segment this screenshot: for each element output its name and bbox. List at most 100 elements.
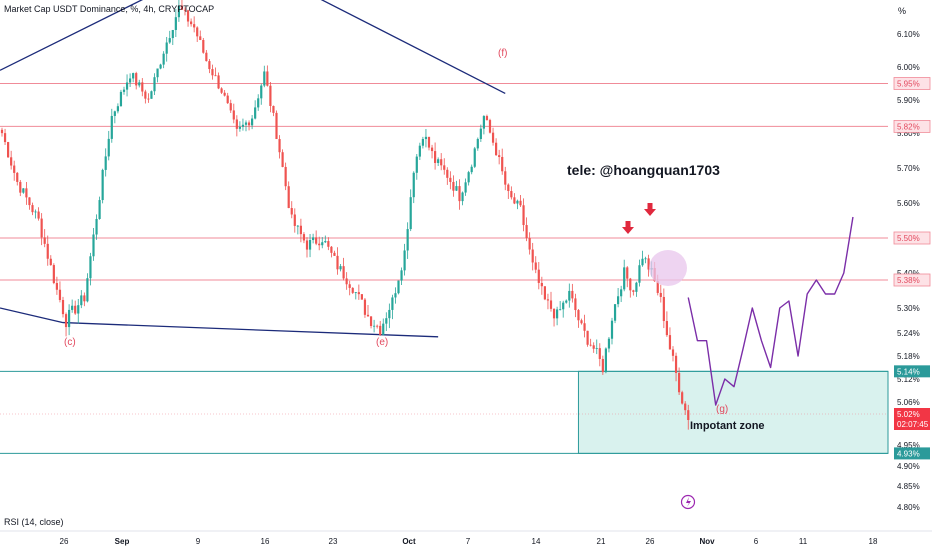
candle-body	[687, 410, 690, 420]
candle-body	[421, 139, 424, 146]
candle-body	[495, 142, 498, 156]
candle-body	[168, 38, 171, 43]
x-tick-label: 9	[196, 537, 201, 546]
candle-body	[104, 156, 107, 170]
y-tick-label: 4.90%	[897, 462, 920, 471]
candle-body	[196, 27, 199, 37]
candle-body	[418, 145, 421, 157]
y-tick-label: 5.12%	[897, 375, 920, 384]
candle-body	[681, 392, 684, 404]
candle-body	[412, 172, 415, 198]
candle-body	[610, 320, 614, 339]
wave-c-label: (c)	[64, 337, 76, 348]
candle-body	[452, 181, 455, 191]
candle-body	[205, 52, 208, 62]
candle-body	[312, 237, 315, 241]
candle-body	[464, 182, 467, 193]
x-tick-label: 26	[60, 537, 69, 546]
candle-body	[244, 122, 248, 125]
candle-body	[305, 240, 309, 250]
candle-body	[333, 252, 336, 256]
candle-body	[498, 155, 501, 157]
candle-body	[159, 64, 162, 69]
candle-body	[86, 278, 89, 302]
candle-body	[598, 348, 601, 359]
candle-body	[638, 265, 641, 283]
candle-body	[470, 166, 473, 173]
candle-body	[562, 302, 565, 310]
candle-body	[223, 92, 226, 96]
candle-body	[43, 237, 46, 244]
candle-body	[52, 265, 55, 284]
candle-body	[406, 229, 409, 251]
candle-body	[28, 197, 31, 206]
candle-body	[342, 266, 345, 279]
y-tick-label: 4.85%	[897, 482, 920, 491]
candle-body	[156, 68, 159, 78]
candle-body	[678, 372, 681, 393]
candle-body	[485, 116, 489, 121]
wave-e-label: (e)	[376, 337, 389, 348]
candle-body	[458, 186, 461, 202]
candle-body	[251, 118, 254, 126]
candle-body	[467, 172, 470, 183]
candle-body	[437, 159, 440, 163]
candle-body	[534, 262, 537, 270]
y-tick-label: 4.80%	[897, 503, 920, 512]
candle-body	[507, 184, 510, 192]
candle-body	[22, 188, 25, 193]
candle-body	[308, 240, 312, 250]
candle-body	[336, 255, 339, 270]
candle-body	[577, 310, 580, 321]
y-tick-label: 5.06%	[897, 398, 920, 407]
candle-body	[388, 309, 391, 319]
candle-body	[601, 358, 604, 373]
rsi-label: RSI (14, close)	[4, 517, 64, 527]
level-badge: 5.95%	[897, 80, 920, 89]
y-tick-label: 5.70%	[897, 164, 920, 173]
down-arrow-icon	[644, 203, 656, 216]
candle-body	[299, 225, 302, 235]
candle-body	[339, 266, 342, 270]
candle-body	[3, 133, 7, 143]
y-tick-label: 6.00%	[897, 63, 920, 72]
important-zone-box	[577, 370, 889, 454]
candle-body	[513, 197, 516, 204]
candle-body	[546, 299, 550, 301]
candle-body	[580, 320, 583, 324]
candle-body	[214, 75, 217, 77]
candle-body	[278, 139, 281, 153]
candle-body	[275, 112, 278, 140]
important-zone-label: Impotant zone	[690, 420, 765, 432]
candle-body	[369, 316, 373, 326]
level-badge-bg	[893, 231, 931, 245]
candle-body	[461, 192, 464, 202]
candle-body	[46, 243, 49, 259]
candle-body	[363, 299, 367, 315]
candle-body	[177, 5, 180, 18]
candle-body	[446, 169, 449, 178]
x-tick-label: 7	[466, 537, 471, 546]
candle-body	[153, 77, 156, 92]
candle-body	[491, 132, 495, 143]
candle-body	[373, 325, 376, 327]
candle-body	[525, 225, 528, 239]
projection-path-line	[687, 216, 854, 406]
lightning-bolt	[686, 497, 691, 507]
candle-body	[659, 292, 662, 297]
candle-body	[632, 290, 635, 292]
candle-body	[684, 403, 687, 411]
candle-body	[360, 294, 363, 300]
candle-body	[68, 309, 71, 328]
candle-body	[607, 338, 611, 349]
candle-body	[668, 335, 672, 350]
candle-body	[327, 241, 330, 247]
candle-body	[199, 36, 202, 40]
candle-body	[220, 88, 223, 93]
x-tick-label: 18	[869, 537, 878, 546]
candle-body	[543, 286, 546, 300]
candle-body	[238, 126, 241, 129]
candle-body	[531, 249, 534, 263]
upper-trendline-left	[0, 0, 144, 71]
candle-body	[272, 105, 275, 113]
